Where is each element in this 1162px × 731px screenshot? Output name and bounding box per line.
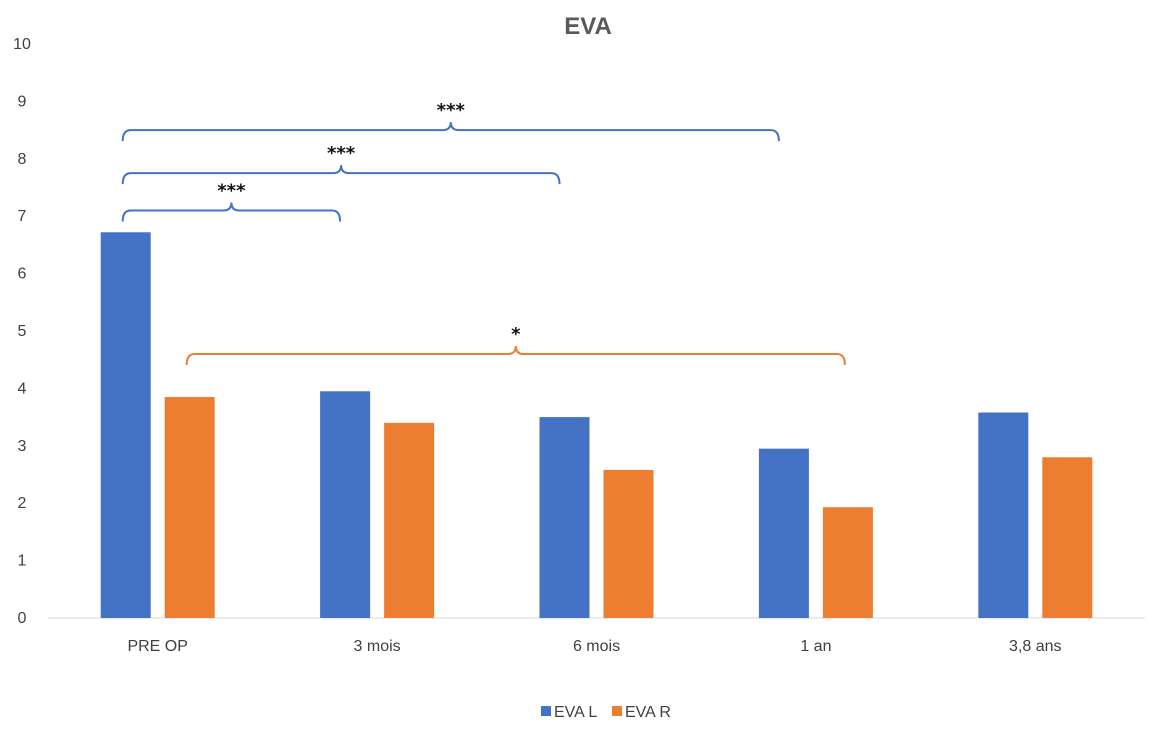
- y-tick-label: 2: [18, 495, 27, 512]
- bar-eva-r: [164, 397, 215, 618]
- legend-label: EVA R: [625, 704, 671, 721]
- y-tick-label: 4: [18, 380, 27, 397]
- bar-eva-l: [100, 232, 151, 618]
- bar-eva-r: [822, 507, 873, 618]
- bars-group: [100, 232, 1093, 618]
- legend: EVA L EVA R: [541, 704, 671, 721]
- y-tick-label: 6: [18, 266, 27, 283]
- y-tick-label: 8: [18, 151, 27, 168]
- y-tick-label: 0: [18, 610, 27, 627]
- bar-eva-l: [758, 448, 809, 618]
- significance-bracket: [121, 202, 342, 222]
- significance-label: ***: [327, 143, 356, 164]
- bar-eva-r: [603, 469, 654, 618]
- bar-eva-l: [539, 417, 590, 618]
- significance-brackets: **********: [121, 100, 846, 365]
- significance-label: ***: [437, 100, 466, 121]
- x-axis: PRE OP 3 mois 6 mois 1 an 3,8 ans: [48, 617, 1145, 655]
- x-tick-label: 6 mois: [573, 638, 620, 655]
- bar-eva-r: [384, 422, 435, 618]
- significance-label: *: [511, 324, 521, 345]
- x-tick-label: 1 an: [800, 638, 831, 655]
- bar-eva-l: [320, 391, 371, 618]
- y-tick-label: 9: [18, 93, 27, 110]
- bar-eva-r: [1042, 457, 1093, 618]
- y-axis: 0 1 2 3 4 5 6 7 8 9 10: [13, 36, 31, 627]
- bar-eva-l: [978, 412, 1029, 618]
- y-tick-label: 7: [18, 208, 27, 225]
- significance-bracket: [121, 165, 561, 185]
- significance-bracket: [185, 345, 846, 365]
- y-tick-label: 10: [13, 36, 31, 53]
- y-tick-label: 1: [18, 553, 27, 570]
- legend-swatch: [541, 706, 551, 716]
- legend-label: EVA L: [554, 704, 597, 721]
- significance-bracket: [121, 122, 780, 142]
- y-tick-label: 3: [18, 438, 27, 455]
- significance-label: ***: [217, 180, 246, 201]
- legend-swatch: [612, 706, 622, 716]
- y-tick-label: 5: [18, 323, 27, 340]
- chart-title: EVA: [564, 13, 612, 40]
- x-tick-label: PRE OP: [127, 638, 187, 655]
- x-tick-label: 3,8 ans: [1009, 638, 1061, 655]
- x-tick-label: 3 mois: [354, 638, 401, 655]
